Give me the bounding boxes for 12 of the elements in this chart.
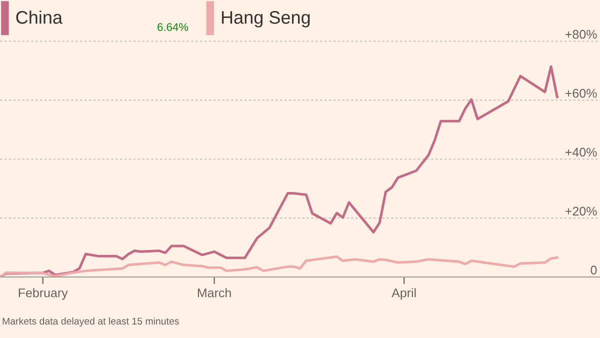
y-tick-label: +80%	[566, 30, 597, 39]
x-tick-label: February	[18, 288, 68, 300]
legend-label: China	[16, 10, 63, 24]
y-tick-label: 0	[590, 266, 597, 275]
text: Markets data delayed at least 15 minutes	[2, 317, 179, 327]
y-tick-label: +20%	[566, 206, 597, 216]
y-tick-label: +40%	[566, 148, 597, 157]
annotation: 6.64%	[158, 23, 188, 31]
x-tick-label: March	[198, 288, 231, 298]
legend-label: Hang Seng	[222, 11, 310, 28]
y-tick-label: +60%	[566, 88, 597, 98]
x-tick-label: April	[392, 288, 416, 300]
